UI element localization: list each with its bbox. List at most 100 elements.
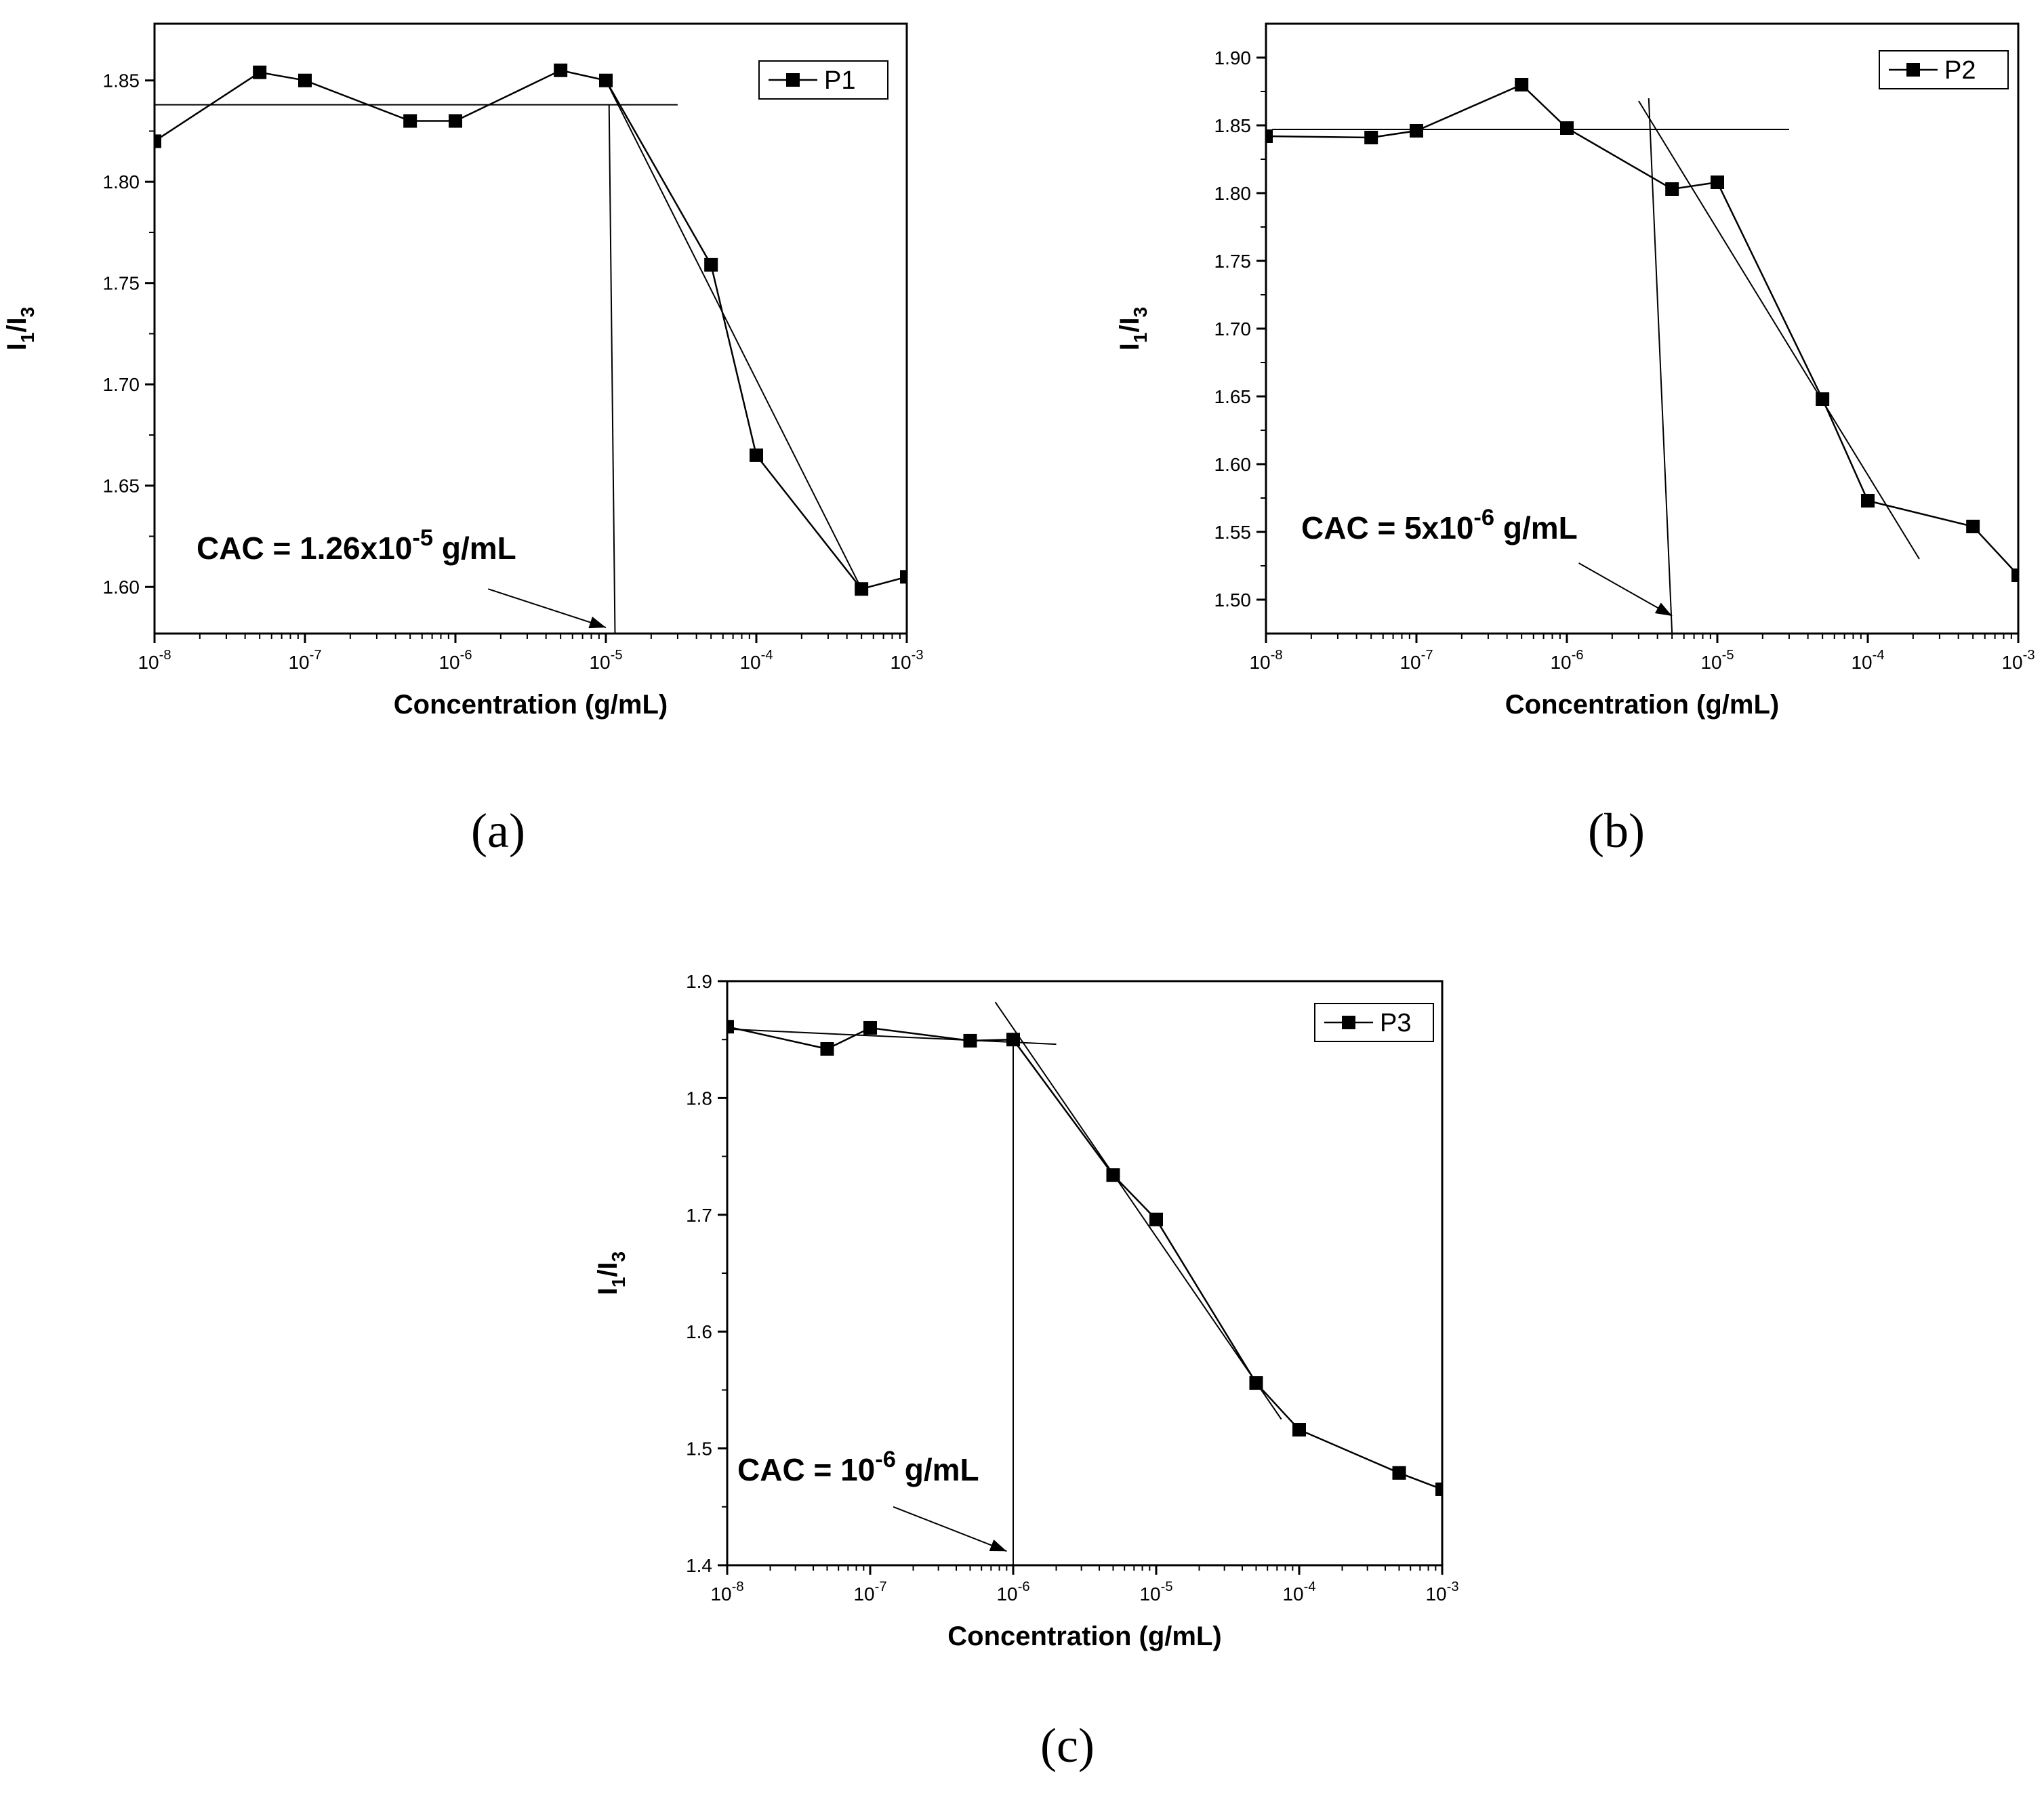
data-point — [1515, 78, 1529, 91]
panel-label-c: (c) — [1040, 1718, 1095, 1773]
x-tick-label: 10-8 — [138, 648, 171, 673]
y-axis-title: I1/I3 — [2, 307, 38, 351]
x-tick-label: 10-5 — [589, 648, 622, 673]
y-axis-title: I1/I3 — [593, 1252, 629, 1296]
x-tick-label: 10-4 — [739, 648, 773, 673]
data-point — [1966, 520, 1980, 533]
y-tick-label: 1.85 — [103, 70, 140, 91]
x-tick-label: 10-7 — [853, 1579, 886, 1605]
cac-arrow-line — [1578, 562, 1673, 617]
data-point — [863, 1020, 877, 1035]
y-tick-label: 1.4 — [686, 1555, 712, 1576]
data-point — [820, 1041, 834, 1056]
data-point — [554, 63, 568, 77]
legend-label: P2 — [1944, 56, 1976, 85]
x-tick-label: 10-8 — [1249, 648, 1282, 673]
data-point — [855, 582, 869, 596]
x-axis-title: Concentration (g/mL) — [394, 690, 668, 720]
y-tick-label: 1.65 — [1214, 386, 1252, 407]
x-tick-label: 10-3 — [890, 648, 923, 673]
data-point — [1435, 1482, 1442, 1496]
cac-arrow-head — [1654, 602, 1673, 616]
y-tick-label: 1.80 — [103, 171, 140, 192]
data-point — [1149, 1212, 1163, 1226]
legend-marker — [1342, 1016, 1355, 1029]
x-tick-label: 10-6 — [996, 1579, 1029, 1605]
y-tick-label: 1.60 — [103, 577, 140, 598]
plot-area — [727, 1001, 1442, 1565]
cac-annotation: CAC = 5x10-6 g/mL — [1301, 505, 1578, 545]
y-tick-label: 1.55 — [1214, 522, 1252, 543]
data-point — [1006, 1033, 1020, 1047]
data-point — [155, 134, 161, 148]
x-tick-label: 10-5 — [1700, 648, 1734, 673]
data-point — [298, 73, 312, 87]
x-tick-label: 10-3 — [2001, 648, 2035, 673]
fit-line — [1638, 100, 1920, 560]
panel-label-b: (b) — [1588, 804, 1645, 858]
data-point — [1665, 182, 1679, 196]
y-tick-label: 1.60 — [1214, 454, 1252, 475]
y-tick-label: 1.90 — [1214, 47, 1252, 68]
data-point — [1861, 494, 1875, 508]
data-point — [253, 65, 267, 79]
x-tick-label: 10-6 — [438, 648, 472, 673]
y-tick-label: 1.7 — [686, 1205, 712, 1226]
y-tick-label: 1.50 — [1214, 590, 1252, 611]
fit-line — [608, 104, 616, 634]
y-tick-label: 1.8 — [686, 1088, 712, 1109]
data-point — [727, 1020, 734, 1034]
fit-line — [727, 1028, 1057, 1046]
legend-label: P3 — [1380, 1009, 1411, 1037]
plot-area — [155, 63, 907, 634]
y-tick-label: 1.75 — [103, 273, 140, 294]
y-tick-label: 1.70 — [103, 374, 140, 395]
chart-panel-b: 1.50 1.55 1.60 1.65 1.70 1.75 1.80 1.85 1.90 10-8… — [1115, 22, 2035, 720]
data-point — [1816, 392, 1830, 406]
x-axis-title: Concentration (g/mL) — [947, 1621, 1221, 1651]
legend-marker — [786, 73, 800, 87]
chart-panel-a: 1.60 1.65 1.70 1.75 1.80 1.85 10-8 10-7 10-6 10-5… — [2, 22, 924, 720]
x-tick-label: 10-4 — [1282, 1579, 1315, 1605]
cac-arrow-line — [893, 1506, 1007, 1552]
y-tick-label: 1.6 — [686, 1321, 712, 1342]
series-line-P2 — [1266, 83, 2018, 576]
cac-arrow-head — [989, 1539, 1007, 1552]
series-line-P3 — [727, 1025, 1442, 1491]
data-point — [1106, 1168, 1120, 1182]
y-tick-label: 1.9 — [686, 971, 712, 992]
data-point — [1292, 1423, 1306, 1437]
chart-panel-c: 1.4 1.5 1.6 1.7 1.8 1.9 10-8 10-7 10-6 10-5 10-4 10… — [593, 971, 1459, 1651]
y-tick-label: 1.85 — [1214, 115, 1252, 136]
x-tick-label: 10-7 — [288, 648, 321, 673]
data-point — [1249, 1376, 1263, 1390]
data-point — [1711, 175, 1724, 189]
data-point — [2011, 568, 2018, 582]
y-tick-label: 1.5 — [686, 1439, 712, 1460]
x-axis-title: Concentration (g/mL) — [1505, 690, 1779, 720]
data-point — [750, 448, 763, 462]
fit-line — [994, 1001, 1282, 1420]
series-line-P1 — [155, 69, 907, 590]
plot-frame — [153, 22, 908, 635]
x-tick-label: 10-4 — [1851, 648, 1884, 673]
data-point — [704, 257, 718, 272]
cac-annotation: CAC = 1.26x10-5 g/mL — [197, 525, 516, 566]
cac-annotation: CAC = 10-6 g/mL — [737, 1447, 979, 1487]
cac-arrow-head — [588, 617, 606, 629]
legend-marker — [1906, 63, 1920, 77]
x-tick-label: 10-3 — [1425, 1579, 1458, 1605]
y-axis-title: I1/I3 — [1115, 307, 1151, 351]
data-point — [403, 114, 417, 128]
y-tick-label: 1.65 — [103, 476, 140, 497]
data-point — [1364, 131, 1378, 144]
fit-line — [1648, 98, 1673, 634]
data-point — [963, 1033, 977, 1048]
data-point — [449, 114, 462, 128]
x-tick-label: 10-7 — [1399, 648, 1433, 673]
x-tick-label: 10-5 — [1139, 1579, 1172, 1605]
data-point — [1410, 124, 1423, 138]
data-point — [1560, 121, 1574, 135]
data-point — [1392, 1466, 1406, 1480]
